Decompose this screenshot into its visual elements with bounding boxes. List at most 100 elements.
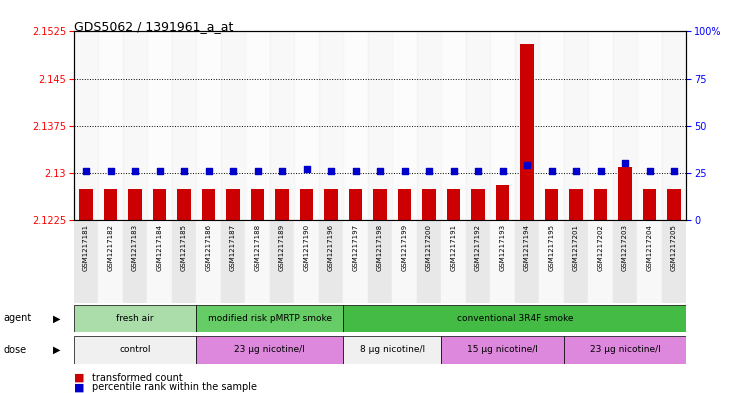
Bar (441, 31, 466, 220)
Text: GDS5062 / 1391961_a_at: GDS5062 / 1391961_a_at (74, 20, 233, 33)
Bar (221, 31, 245, 220)
Bar (343, 336, 441, 364)
Text: GSM1217196: GSM1217196 (328, 224, 334, 271)
Point (105, 168, 117, 174)
Bar (251, 189, 264, 220)
Point (595, 168, 607, 174)
Bar (74, 336, 196, 364)
Text: GSM1217190: GSM1217190 (303, 224, 309, 271)
Text: GSM1217189: GSM1217189 (279, 224, 285, 271)
Bar (319, 220, 343, 303)
Text: GSM1217203: GSM1217203 (622, 224, 628, 271)
Bar (177, 189, 191, 220)
Bar (422, 189, 436, 220)
Bar (74, 305, 196, 332)
Text: ▶: ▶ (53, 345, 61, 355)
Bar (667, 189, 681, 220)
Point (448, 168, 460, 174)
Bar (398, 189, 411, 220)
Bar (74, 31, 98, 220)
Point (276, 168, 288, 174)
Text: agent: agent (4, 313, 32, 323)
Text: GSM1217198: GSM1217198 (377, 224, 383, 271)
Bar (324, 189, 338, 220)
Bar (245, 31, 270, 220)
Bar (123, 220, 148, 303)
Text: GSM1217192: GSM1217192 (475, 224, 481, 271)
Point (300, 166, 312, 172)
Bar (569, 189, 583, 220)
Text: GSM1217181: GSM1217181 (83, 224, 89, 271)
Point (252, 168, 263, 174)
Bar (515, 31, 539, 220)
Point (423, 168, 435, 174)
Bar (368, 31, 393, 220)
Bar (172, 220, 196, 303)
Text: GSM1217182: GSM1217182 (108, 224, 114, 271)
Text: ▶: ▶ (53, 313, 61, 323)
Bar (98, 220, 123, 303)
Point (154, 168, 165, 174)
Bar (490, 220, 515, 303)
Point (80, 168, 92, 174)
Bar (128, 189, 142, 220)
Bar (588, 220, 613, 303)
Bar (368, 220, 393, 303)
Point (129, 168, 141, 174)
Bar (662, 220, 686, 303)
Text: GSM1217193: GSM1217193 (500, 224, 506, 271)
Bar (496, 185, 509, 220)
Text: 23 μg nicotine/l: 23 μg nicotine/l (590, 345, 661, 354)
Bar (446, 189, 461, 220)
Bar (74, 220, 98, 303)
Text: dose: dose (4, 345, 27, 355)
Bar (441, 336, 564, 364)
Bar (539, 220, 564, 303)
Bar (319, 31, 343, 220)
Bar (539, 31, 564, 220)
Bar (662, 31, 686, 220)
Point (399, 168, 410, 174)
Bar (123, 31, 148, 220)
Bar (104, 189, 117, 220)
Bar (79, 189, 93, 220)
Point (472, 168, 484, 174)
Text: GSM1217186: GSM1217186 (206, 224, 212, 271)
Bar (294, 220, 319, 303)
Text: GSM1217197: GSM1217197 (353, 224, 359, 271)
Text: GSM1217191: GSM1217191 (451, 224, 457, 271)
Text: GSM1217202: GSM1217202 (598, 224, 604, 271)
Bar (638, 31, 662, 220)
Bar (393, 220, 417, 303)
Bar (196, 336, 343, 364)
Text: modified risk pMRTP smoke: modified risk pMRTP smoke (208, 314, 332, 323)
Bar (148, 220, 172, 303)
Bar (515, 220, 539, 303)
Bar (221, 220, 245, 303)
Bar (349, 189, 362, 220)
Bar (196, 220, 221, 303)
Bar (343, 305, 686, 332)
Bar (613, 31, 638, 220)
Bar (441, 220, 466, 303)
Point (668, 168, 680, 174)
Bar (490, 31, 515, 220)
Text: GSM1217205: GSM1217205 (671, 224, 677, 271)
Bar (564, 220, 588, 303)
Bar (196, 305, 343, 332)
Text: transformed count: transformed count (92, 373, 183, 383)
Bar (520, 44, 534, 220)
Point (497, 168, 508, 174)
Point (203, 168, 215, 174)
Bar (472, 189, 485, 220)
Bar (638, 220, 662, 303)
Bar (172, 31, 196, 220)
Bar (245, 220, 270, 303)
Text: 15 μg nicotine/l: 15 μg nicotine/l (467, 345, 538, 354)
Point (521, 162, 533, 169)
Bar (613, 220, 638, 303)
Text: GSM1217201: GSM1217201 (573, 224, 579, 271)
Text: 8 μg nicotine/l: 8 μg nicotine/l (359, 345, 425, 354)
Bar (618, 167, 632, 220)
Bar (417, 220, 441, 303)
